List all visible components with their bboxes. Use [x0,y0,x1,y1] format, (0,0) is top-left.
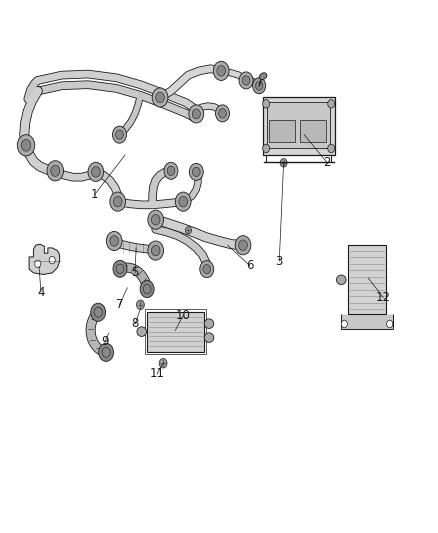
Circle shape [192,167,200,176]
Circle shape [143,285,151,294]
Circle shape [215,105,230,122]
Polygon shape [341,314,393,329]
Circle shape [189,164,203,180]
Text: 9: 9 [101,335,108,349]
Circle shape [137,300,145,310]
Text: 7: 7 [116,298,123,311]
Circle shape [110,236,119,246]
Circle shape [253,78,266,94]
Ellipse shape [259,73,267,79]
Circle shape [92,167,100,177]
Circle shape [148,241,163,260]
Polygon shape [29,244,60,274]
Circle shape [116,264,124,273]
Circle shape [47,161,64,181]
Circle shape [242,76,250,85]
Circle shape [164,163,178,179]
Circle shape [328,144,335,153]
Circle shape [179,196,187,207]
Circle shape [102,348,110,357]
Circle shape [17,135,35,156]
Circle shape [110,192,126,211]
Circle shape [152,245,160,256]
Circle shape [263,100,270,108]
Circle shape [88,163,104,181]
Circle shape [113,196,122,207]
Circle shape [239,72,253,89]
Circle shape [51,165,60,176]
Circle shape [94,307,102,317]
Circle shape [239,240,247,251]
FancyBboxPatch shape [269,120,294,142]
Circle shape [148,210,163,229]
Circle shape [200,261,214,278]
Circle shape [91,303,106,321]
Ellipse shape [137,327,147,336]
Circle shape [116,130,123,139]
Text: 5: 5 [131,266,139,279]
Circle shape [219,109,226,118]
Circle shape [49,256,55,264]
Circle shape [341,320,347,328]
Text: 3: 3 [276,255,283,268]
Circle shape [140,280,154,297]
Text: 2: 2 [324,156,331,169]
Circle shape [192,109,200,119]
Circle shape [99,343,113,361]
Text: 4: 4 [37,286,45,298]
Circle shape [152,214,160,225]
Ellipse shape [336,275,346,285]
Circle shape [189,105,204,123]
Text: 8: 8 [131,318,139,330]
Circle shape [185,227,191,234]
Text: 12: 12 [376,291,391,304]
Ellipse shape [204,333,214,342]
Circle shape [387,320,393,328]
FancyBboxPatch shape [267,102,330,149]
Circle shape [328,100,335,108]
Circle shape [106,231,122,251]
Circle shape [159,359,167,368]
Circle shape [152,88,168,107]
Text: 10: 10 [176,309,191,322]
FancyBboxPatch shape [263,98,335,155]
Circle shape [113,260,127,277]
Circle shape [35,260,41,268]
Circle shape [263,144,270,153]
Circle shape [255,82,263,90]
FancyBboxPatch shape [300,120,326,142]
Circle shape [156,92,164,103]
Ellipse shape [204,319,214,328]
Text: 11: 11 [149,367,165,381]
Circle shape [280,159,287,167]
FancyBboxPatch shape [147,312,204,352]
Circle shape [213,61,229,80]
FancyBboxPatch shape [348,245,386,314]
Circle shape [203,264,211,274]
Text: 1: 1 [91,188,98,201]
Circle shape [217,66,226,76]
Circle shape [235,236,251,255]
Text: 6: 6 [246,259,253,272]
Circle shape [167,166,175,175]
Circle shape [113,126,127,143]
Circle shape [175,192,191,211]
Circle shape [21,140,31,151]
